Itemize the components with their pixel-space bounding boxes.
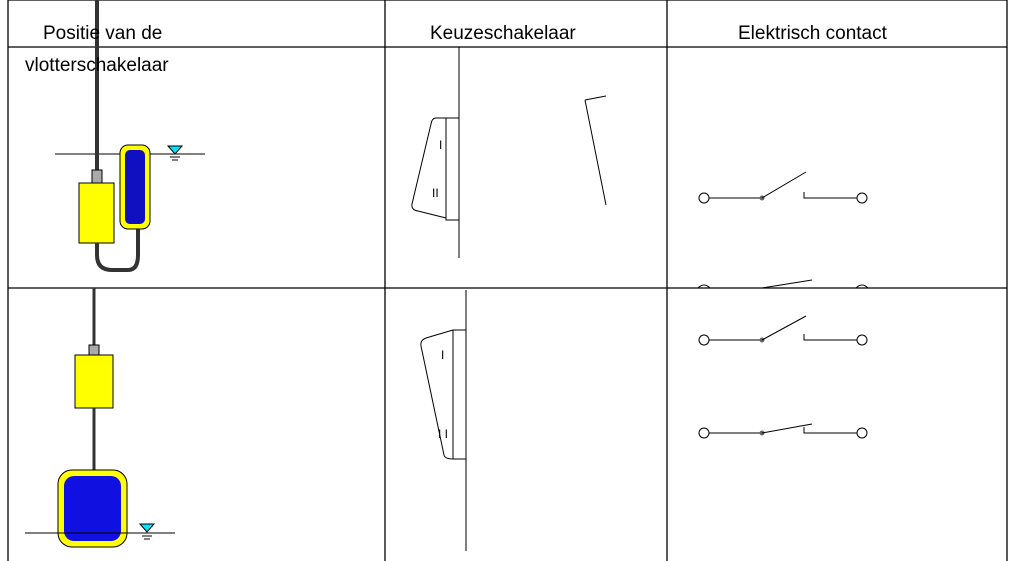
selector-switch-2: [420, 290, 467, 551]
contact-open-1: [698, 171, 868, 204]
switch-label: II: [432, 186, 439, 200]
header-text: Elektrisch contact: [738, 23, 888, 44]
switch-label: I: [439, 138, 442, 152]
float-diagram-high: [55, 0, 205, 272]
switch-label: I: [441, 348, 444, 362]
contact-open-2: [698, 315, 868, 346]
switch-label: I I: [438, 427, 448, 441]
selector-switch-1: [411, 47, 607, 258]
contact-closed: [698, 423, 868, 439]
header-text: vlotterschakelaar: [25, 55, 169, 76]
table-grid: [7, 0, 1008, 561]
float-diagram-low: [25, 288, 175, 548]
header-text: Positie van de: [43, 23, 162, 44]
contact-clipped: [697, 279, 869, 289]
header-text: Keuzeschakelaar: [430, 23, 576, 44]
